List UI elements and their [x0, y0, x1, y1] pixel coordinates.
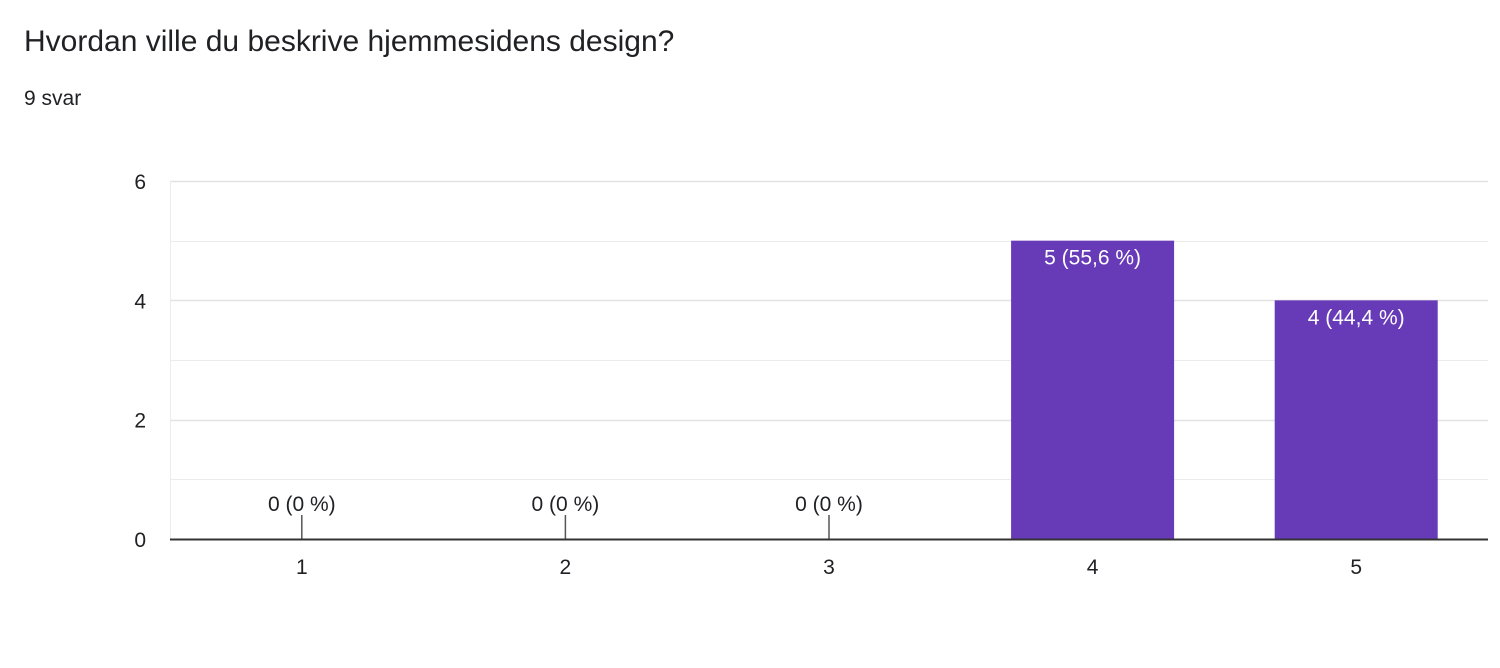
bar-4	[1011, 241, 1174, 539]
data-label: 5 (55,6 %)	[1044, 247, 1141, 270]
data-label: 0 (0 %)	[532, 493, 600, 516]
x-tick-label: 1	[296, 556, 308, 579]
data-label: 4 (44,4 %)	[1308, 306, 1405, 329]
x-tick-label: 2	[560, 556, 572, 579]
data-label: 0 (0 %)	[795, 493, 863, 516]
data-labels: 0 (0 %) 0 (0 %) 0 (0 %) 5 (55,6 %) 4 (44,4 %…	[268, 247, 1405, 516]
y-tick-label: 2	[134, 410, 146, 433]
x-tick-label: 4	[1087, 556, 1099, 579]
bar-5	[1275, 300, 1438, 539]
bars	[302, 241, 1438, 539]
x-tick-label: 5	[1350, 556, 1362, 579]
y-tick-label: 6	[134, 171, 146, 194]
y-tick-label: 0	[134, 529, 146, 552]
y-tick-label: 4	[134, 290, 146, 313]
data-label: 0 (0 %)	[268, 493, 336, 516]
x-tick-label: 3	[823, 556, 835, 579]
